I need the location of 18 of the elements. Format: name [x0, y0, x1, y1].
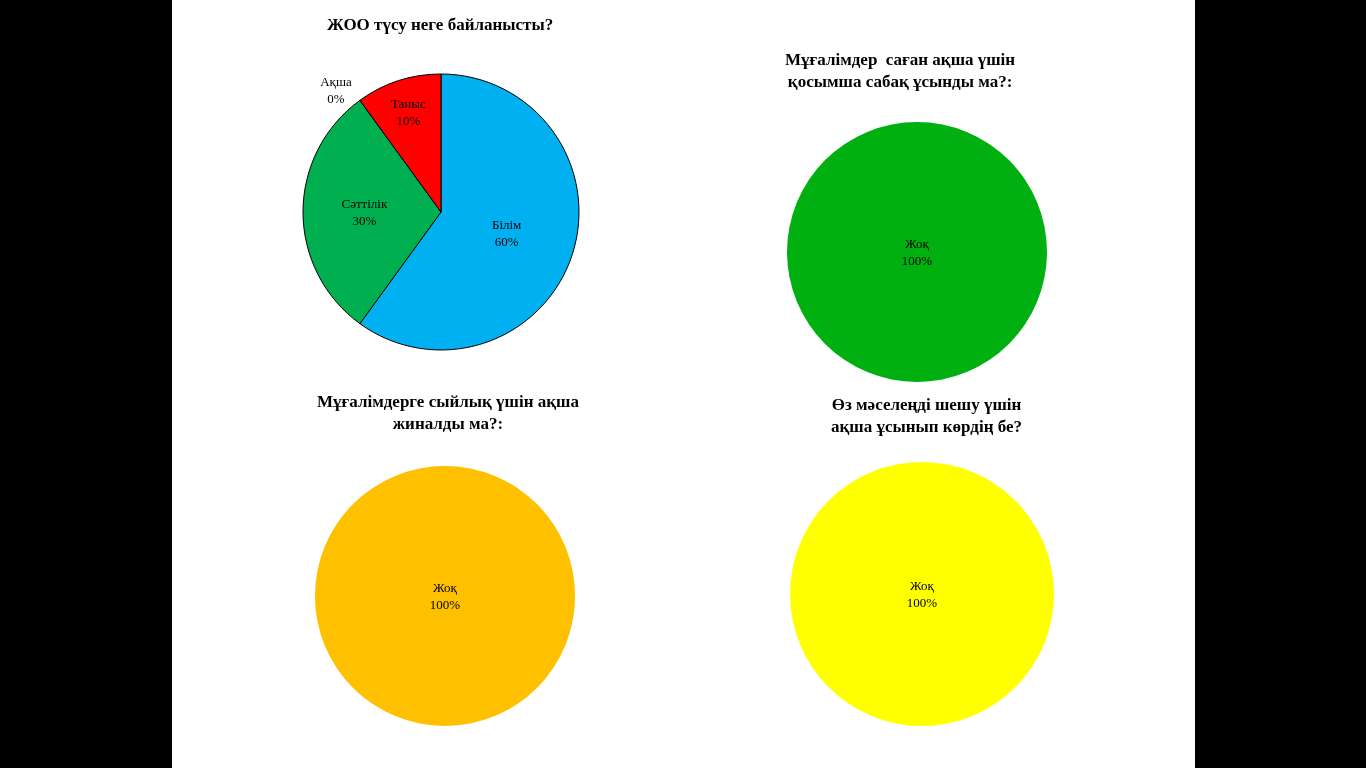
data-label: 100%	[901, 252, 933, 268]
slice-label: Жоқ	[433, 580, 458, 596]
slice-label: Сәттілік	[341, 196, 388, 212]
data-label: 100%	[429, 596, 461, 612]
chart-title: Мұғалімдер саған ақша үшін қосымша сабақ ұсынды ма?:	[785, 50, 1016, 92]
data-label: 60%	[494, 234, 519, 250]
data-label: 100%	[906, 594, 938, 610]
text: 0%	[327, 90, 345, 106]
slice-label: Жоқ	[910, 578, 935, 594]
chart-title: Өз мәселеңді шешу үшін ақша ұсынып көрдің бе?	[831, 395, 1023, 437]
chart-title: Мұғалімдерге сыйлық үшін ақша жиналды ма?:	[317, 392, 580, 434]
slice-label: Білім	[491, 217, 522, 233]
data-label: 30%	[352, 212, 377, 228]
slice-label: Жоқ	[905, 236, 930, 252]
chart-title: ЖОО түсу неге байланысты?	[327, 15, 554, 34]
slice-label: Таныс	[390, 95, 426, 111]
category-label: Ақша	[320, 73, 352, 89]
data-label: 10%	[396, 112, 421, 128]
